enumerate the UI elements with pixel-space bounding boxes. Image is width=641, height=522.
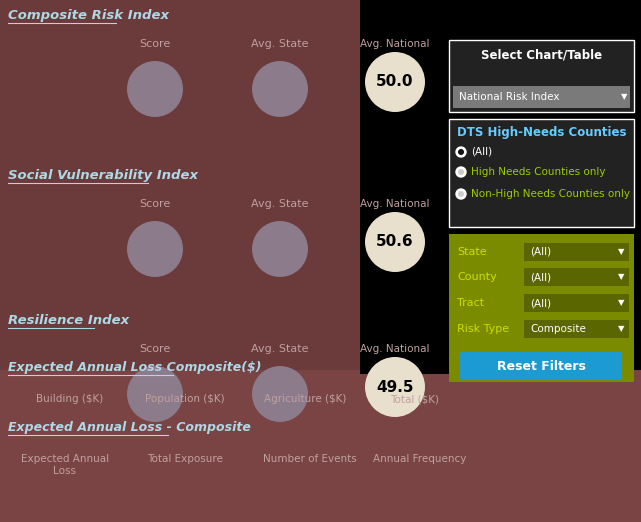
Text: Select Chart/Table: Select Chart/Table	[481, 48, 602, 61]
Text: Score: Score	[139, 344, 171, 354]
Circle shape	[252, 61, 308, 117]
Text: ▼: ▼	[618, 247, 624, 256]
Text: Composite: Composite	[530, 324, 586, 334]
Text: Risk Type: Risk Type	[457, 324, 509, 334]
Text: Annual Frequency: Annual Frequency	[373, 454, 467, 464]
Text: Population ($K): Population ($K)	[146, 394, 225, 404]
Text: (All): (All)	[471, 147, 492, 157]
Text: DTS High-Needs Counties: DTS High-Needs Counties	[457, 126, 626, 139]
FancyBboxPatch shape	[524, 243, 629, 261]
Circle shape	[127, 61, 183, 117]
Text: Building ($K): Building ($K)	[37, 394, 104, 404]
Text: National Risk Index: National Risk Index	[459, 92, 560, 102]
Text: Avg. National: Avg. National	[360, 199, 429, 209]
Text: High Needs Counties only: High Needs Counties only	[471, 167, 606, 177]
Text: Avg. State: Avg. State	[251, 199, 309, 209]
FancyBboxPatch shape	[453, 86, 630, 108]
Circle shape	[127, 221, 183, 277]
Text: Agriculture ($K): Agriculture ($K)	[264, 394, 346, 404]
Text: ▼: ▼	[620, 92, 628, 101]
FancyBboxPatch shape	[0, 370, 641, 522]
Text: Social Vulnerability Index: Social Vulnerability Index	[8, 169, 198, 182]
Text: Avg. National: Avg. National	[360, 344, 429, 354]
Text: ▼: ▼	[618, 325, 624, 334]
Text: Avg. State: Avg. State	[251, 344, 309, 354]
FancyBboxPatch shape	[524, 268, 629, 286]
Circle shape	[252, 221, 308, 277]
Circle shape	[365, 52, 425, 112]
Text: Avg. State: Avg. State	[251, 39, 309, 49]
Text: Total ($K): Total ($K)	[390, 394, 440, 404]
Text: Expected Annual Loss - Composite: Expected Annual Loss - Composite	[8, 421, 251, 434]
FancyBboxPatch shape	[449, 40, 634, 112]
Text: Reset Filters: Reset Filters	[497, 360, 585, 373]
Text: Score: Score	[139, 39, 171, 49]
FancyBboxPatch shape	[524, 294, 629, 312]
Text: Avg. National: Avg. National	[360, 39, 429, 49]
Circle shape	[365, 357, 425, 417]
Text: Score: Score	[139, 199, 171, 209]
Text: Non-High Needs Counties only: Non-High Needs Counties only	[471, 189, 630, 199]
FancyBboxPatch shape	[449, 119, 634, 227]
Text: State: State	[457, 247, 487, 257]
Text: Tract: Tract	[457, 298, 484, 308]
FancyBboxPatch shape	[0, 0, 425, 374]
Text: 49.5: 49.5	[376, 379, 413, 395]
Circle shape	[127, 366, 183, 422]
FancyBboxPatch shape	[449, 234, 634, 382]
Text: ▼: ▼	[618, 299, 624, 307]
FancyBboxPatch shape	[460, 352, 622, 380]
FancyBboxPatch shape	[524, 320, 629, 338]
Text: (All): (All)	[530, 298, 551, 308]
Circle shape	[458, 169, 464, 175]
Text: Composite Risk Index: Composite Risk Index	[8, 9, 169, 22]
Circle shape	[252, 366, 308, 422]
Text: Expected Annual Loss Composite($): Expected Annual Loss Composite($)	[8, 361, 262, 374]
Text: (All): (All)	[530, 247, 551, 257]
Circle shape	[456, 189, 466, 199]
Circle shape	[456, 167, 466, 177]
Text: (All): (All)	[530, 272, 551, 282]
Text: 50.6: 50.6	[376, 234, 414, 250]
Circle shape	[458, 191, 464, 197]
Circle shape	[458, 149, 464, 155]
Text: County: County	[457, 272, 497, 282]
FancyBboxPatch shape	[360, 0, 450, 374]
Circle shape	[365, 212, 425, 272]
Text: Resilience Index: Resilience Index	[8, 314, 129, 327]
Text: Expected Annual
Loss: Expected Annual Loss	[21, 454, 109, 476]
Text: Total Exposure: Total Exposure	[147, 454, 223, 464]
Text: Number of Events: Number of Events	[263, 454, 357, 464]
Circle shape	[456, 147, 466, 157]
Text: 50.0: 50.0	[376, 75, 413, 89]
Text: ▼: ▼	[618, 272, 624, 281]
